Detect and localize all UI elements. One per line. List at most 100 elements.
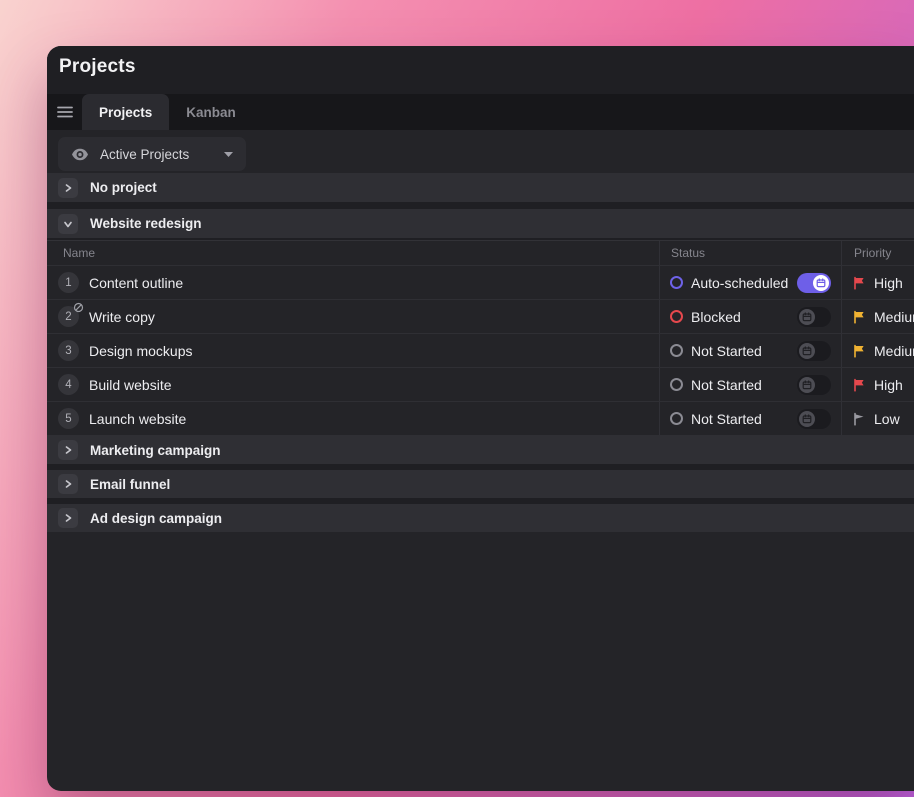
- cell-priority: High: [841, 266, 914, 299]
- status-ring-icon: [670, 310, 683, 323]
- calendar-icon: [802, 345, 812, 355]
- tab-kanban[interactable]: Kanban: [169, 94, 253, 130]
- cell-name: 3 Design mockups: [47, 334, 659, 367]
- cell-name: 5 Launch website: [47, 402, 659, 435]
- row-number: 2: [65, 310, 72, 323]
- column-header-name: Name: [63, 246, 96, 260]
- table-row[interactable]: 1 Content outline Auto-scheduled: [47, 266, 914, 300]
- status-label: Not Started: [691, 410, 762, 427]
- eye-icon: [72, 148, 88, 160]
- cell-name: 2 Write copy: [47, 300, 659, 333]
- flag-icon: [852, 378, 866, 392]
- group-marketing-campaign[interactable]: Marketing campaign: [47, 436, 914, 464]
- expand-button[interactable]: [58, 508, 78, 528]
- group-divider: [47, 498, 914, 504]
- toggle-knob: [813, 274, 829, 291]
- table-row[interactable]: 3 Design mockups Not Started: [47, 334, 914, 368]
- cell-priority: Low: [841, 402, 914, 435]
- menu-button[interactable]: [47, 94, 82, 130]
- auto-schedule-toggle[interactable]: [797, 340, 831, 361]
- task-name: Design mockups: [89, 342, 193, 359]
- toggle-knob: [799, 376, 815, 393]
- status-ring-icon: [670, 344, 683, 357]
- expand-button[interactable]: [58, 474, 78, 494]
- flag-icon: [852, 310, 866, 324]
- pennant-flag-icon: [852, 412, 866, 426]
- app-window: Projects Projects Kanban Active Projects: [47, 46, 914, 791]
- priority-label: High: [874, 274, 903, 291]
- chevron-right-icon: [65, 480, 72, 488]
- view-filter-dropdown[interactable]: Active Projects: [58, 137, 246, 171]
- cell-status: Not Started: [659, 334, 841, 367]
- tab-bar: Projects Kanban: [47, 94, 914, 130]
- title-bar: Projects: [47, 46, 914, 94]
- auto-schedule-toggle[interactable]: [797, 408, 831, 429]
- toggle-knob: [799, 308, 815, 325]
- status-ring-icon: [670, 276, 683, 289]
- calendar-icon: [802, 379, 812, 389]
- column-header-status: Status: [659, 241, 841, 265]
- calendar-icon: [802, 311, 812, 321]
- cell-status: Auto-scheduled: [659, 266, 841, 299]
- status-ring-icon: [670, 378, 683, 391]
- table-row[interactable]: 5 Launch website Not Started: [47, 402, 914, 436]
- chevron-right-icon: [65, 514, 72, 522]
- table-row[interactable]: 2 Write copy Blocked: [47, 300, 914, 334]
- status-label: Auto-scheduled: [691, 274, 789, 291]
- cell-name: 4 Build website: [47, 368, 659, 401]
- group-no-project[interactable]: No project: [47, 173, 914, 202]
- project-list: No project Website redesign Name Status …: [47, 173, 914, 791]
- priority-label: Medium: [874, 342, 914, 359]
- chevron-right-icon: [65, 446, 72, 454]
- group-divider: [47, 238, 914, 240]
- table-header: Name Status Priority: [47, 240, 914, 266]
- cell-status: Not Started: [659, 402, 841, 435]
- collapse-button[interactable]: [58, 213, 78, 234]
- row-number: 5: [65, 412, 72, 425]
- expand-button[interactable]: [58, 177, 78, 198]
- tab-projects[interactable]: Projects: [82, 94, 170, 130]
- auto-schedule-toggle[interactable]: [797, 306, 831, 327]
- toggle-knob: [799, 342, 815, 359]
- priority-label: Medium: [874, 308, 914, 325]
- group-divider: [47, 464, 914, 470]
- page-title: Projects: [59, 56, 136, 77]
- group-email-funnel[interactable]: Email funnel: [47, 470, 914, 498]
- task-name: Write copy: [89, 308, 155, 325]
- flag-icon: [852, 276, 866, 290]
- calendar-icon: [816, 277, 826, 287]
- expand-button[interactable]: [58, 440, 78, 460]
- auto-schedule-toggle[interactable]: [797, 272, 831, 293]
- auto-schedule-toggle[interactable]: [797, 374, 831, 395]
- column-header-priority: Priority: [841, 241, 914, 265]
- table-row[interactable]: 4 Build website Not Started: [47, 368, 914, 402]
- group-ad-design-campaign[interactable]: Ad design campaign: [47, 504, 914, 532]
- group-label: Email funnel: [90, 476, 171, 492]
- group-divider: [47, 202, 914, 209]
- group-website-redesign[interactable]: Website redesign: [47, 209, 914, 238]
- status-label: Not Started: [691, 342, 762, 359]
- cell-name: 1 Content outline: [47, 266, 659, 299]
- toggle-knob: [799, 410, 815, 427]
- row-number-badge: 4: [58, 374, 79, 395]
- group-label: No project: [90, 180, 157, 195]
- row-number-badge: 5: [58, 408, 79, 429]
- cell-priority: Medium: [841, 300, 914, 333]
- cell-priority: High: [841, 368, 914, 401]
- task-name: Build website: [89, 376, 172, 393]
- row-number-badge: 1: [58, 272, 79, 293]
- row-number-badge: 3: [58, 340, 79, 361]
- priority-label: High: [874, 376, 903, 393]
- chevron-down-icon: [64, 221, 72, 227]
- status-label: Blocked: [691, 308, 741, 325]
- group-label: Website redesign: [90, 216, 202, 231]
- tab-label: Kanban: [186, 104, 236, 120]
- cell-status: Blocked: [659, 300, 841, 333]
- task-name: Launch website: [89, 410, 187, 427]
- tab-label: Projects: [99, 104, 153, 120]
- blocked-icon: [73, 302, 84, 313]
- chevron-right-icon: [65, 183, 72, 192]
- status-ring-icon: [670, 412, 683, 425]
- filter-label: Active Projects: [100, 146, 190, 162]
